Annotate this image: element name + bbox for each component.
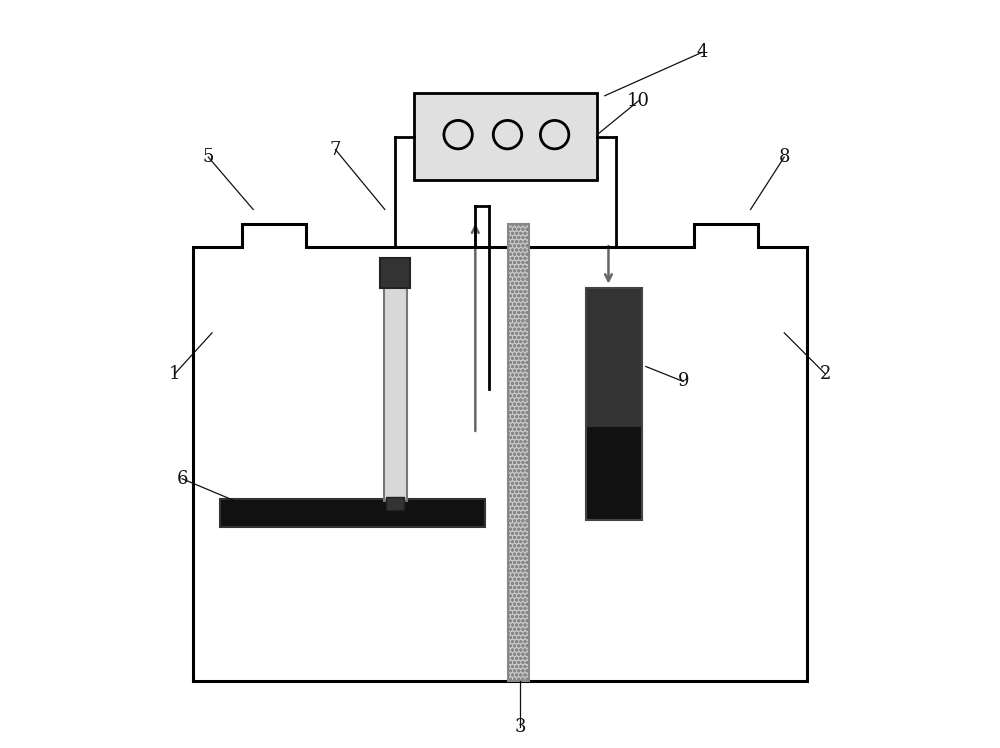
Text: 6: 6 [176,470,188,488]
Text: 9: 9 [678,373,689,390]
Bar [386,497,404,510]
Text: 2: 2 [820,365,831,383]
Bar [220,499,485,527]
Text: 4: 4 [696,43,708,61]
Text: 7: 7 [330,141,341,159]
Bar [508,224,529,681]
Text: 5: 5 [203,148,214,166]
Bar [380,258,410,288]
Circle shape [493,120,522,149]
Text: 3: 3 [514,718,526,736]
Bar [414,94,597,180]
Circle shape [444,120,472,149]
Polygon shape [193,224,807,681]
Text: 10: 10 [627,92,650,110]
Bar [508,224,529,681]
Bar [586,288,642,520]
Circle shape [540,120,569,149]
Bar [384,280,406,501]
Text: 1: 1 [169,365,180,383]
Bar [586,427,642,520]
Text: 8: 8 [778,148,790,166]
Bar [586,288,642,427]
